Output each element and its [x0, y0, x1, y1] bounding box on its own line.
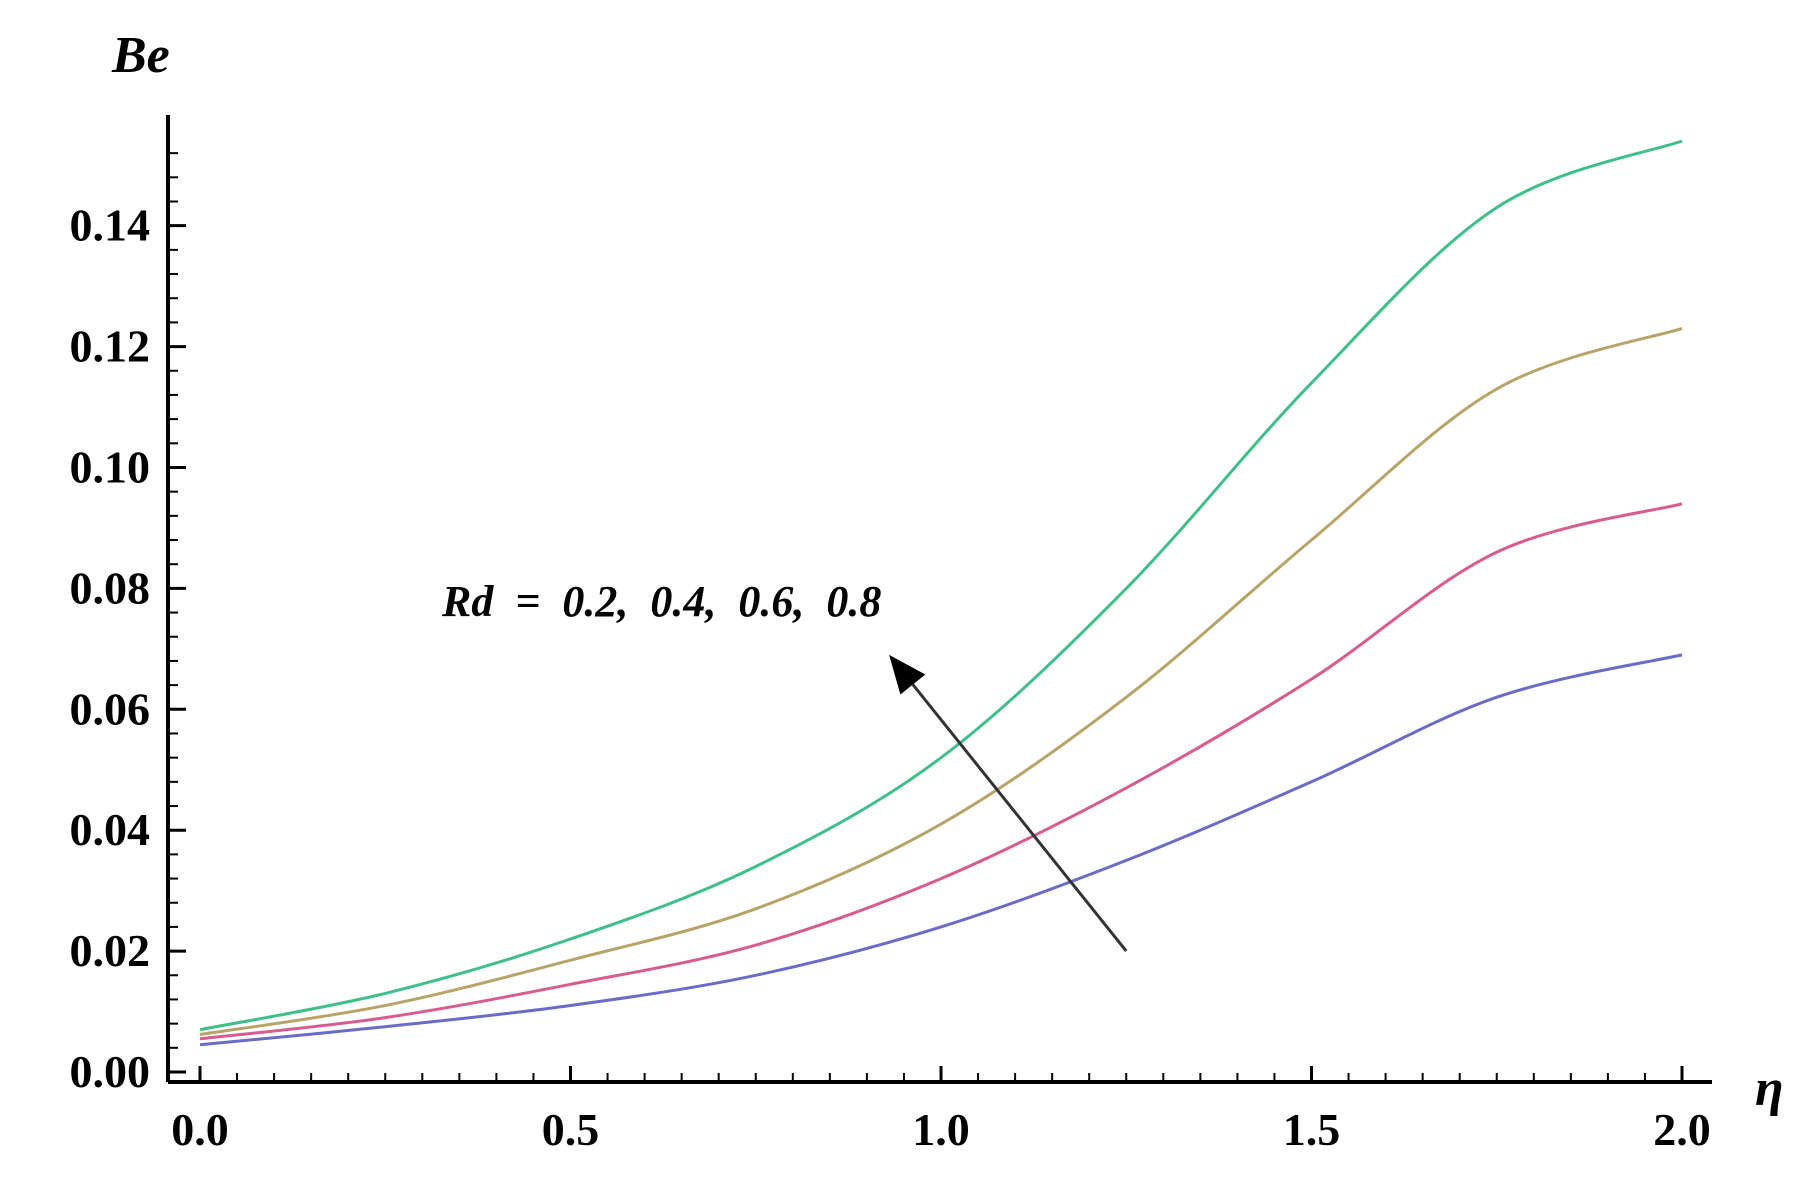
x-tick-label: 2.0 — [1653, 1104, 1711, 1155]
series-line-4 — [199, 139, 1683, 1032]
x-tick-label: 1.5 — [1283, 1104, 1341, 1155]
y-tick-label: 0.12 — [70, 321, 151, 372]
y-tick-label: 0.04 — [70, 804, 151, 855]
y-tick-label: 0.10 — [70, 441, 151, 492]
y-tick-label: 0.00 — [70, 1046, 151, 1097]
x-axis-title: η — [1755, 1060, 1784, 1117]
y-tick-label: 0.14 — [70, 200, 151, 251]
annotation-label: Rd = 0.2, 0.4, 0.6, 0.8 — [441, 577, 881, 626]
annotation-arrow-shaft — [911, 683, 1128, 953]
y-ticks: 0.00 0.02 0.04 0.06 0.08 0.10 0.12 0.14 — [70, 200, 186, 1097]
annotation-arrow-head — [889, 654, 926, 695]
annotation-group: Rd = 0.2, 0.4, 0.6, 0.8 — [441, 577, 1128, 953]
minor-ticks — [168, 152, 1646, 1082]
x-tick-label: 1.0 — [912, 1104, 970, 1155]
y-axis-title: Be — [111, 27, 170, 84]
series-line-3 — [199, 326, 1683, 1036]
x-tick-label: 0.5 — [542, 1104, 600, 1155]
y-tick-label: 0.06 — [70, 683, 151, 734]
y-tick-label: 0.08 — [70, 562, 151, 613]
series-group — [199, 139, 1683, 1047]
x-ticks: 0.0 0.5 1.0 1.5 2.0 — [171, 1066, 1711, 1155]
y-tick-label: 0.02 — [70, 925, 151, 976]
series-line-1 — [199, 653, 1683, 1047]
x-tick-label: 0.0 — [171, 1104, 229, 1155]
series-line-2 — [199, 502, 1683, 1041]
